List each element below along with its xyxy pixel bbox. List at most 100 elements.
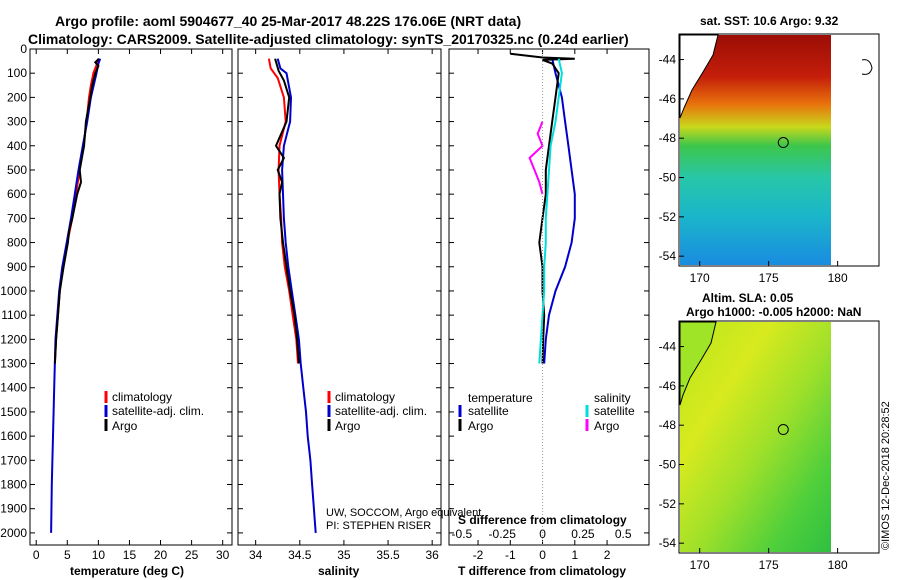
sst-map-title: sat. SST: 10.6 Argo: 9.32 [700, 14, 839, 28]
legend-s-satellite: satellite [594, 404, 635, 418]
legend-s-argo: Argo [594, 419, 620, 433]
x-tick-label: 35.5 [376, 548, 400, 562]
y-tick-label: 100 [7, 66, 27, 80]
map-y-tick-label: -48 [659, 131, 677, 145]
difference-axes-frame [448, 48, 650, 546]
y-tick-label: 400 [7, 139, 27, 153]
legend-argo: Argo [112, 419, 138, 433]
sst-map-panel: sat. SST: 10.6 Argo: 9.32 170 175 180 -44 -4… [659, 14, 880, 285]
salinity-x-label: salinity [318, 564, 360, 578]
legend-t-satellite: satellite [468, 404, 509, 418]
sst-map-axes: 170 175 180 -44 -46 -48 -50 -52 -54 [659, 53, 848, 285]
map-y-tick-label: -54 [659, 249, 677, 263]
legend-argo: Argo [335, 419, 361, 433]
t-difference-x-axis: -2 -1 0 1 2 [473, 49, 611, 562]
argo-position-marker [777, 137, 789, 149]
new-zealand-land [679, 34, 719, 119]
series-argo [274, 58, 300, 364]
y-tick-label: 1600 [0, 429, 27, 443]
legend-satellite: satellite-adj. clim. [335, 404, 427, 418]
difference-series [510, 49, 576, 545]
y-tick-label: 1800 [0, 478, 27, 492]
depth-axis: 0 100 200 300 400 500 600 700 800 900 1000 1100 1200… [0, 42, 649, 540]
temperature-axes-frame [29, 48, 233, 546]
new-zealand-coast [679, 321, 717, 406]
x-tick-label: 36 [425, 548, 439, 562]
series-temperature-satellite [543, 58, 576, 364]
credit-line-1: UW, SOCCOM, Argo equivalent [326, 507, 481, 519]
y-tick-label: 700 [7, 211, 27, 225]
y-tick-label: 1300 [0, 357, 27, 371]
salinity-legend: climatology satellite-adj. clim. Argo [327, 390, 427, 433]
x-tick-label: 20 [154, 548, 168, 562]
temperature-series [50, 57, 102, 533]
x-tick-label: 0 [539, 548, 546, 562]
credit-line-2: PI: STEPHEN RISER [326, 520, 431, 532]
title-line-2: Climatology: CARS2009. Satellite-adjuste… [28, 31, 629, 47]
map-y-tick-label: -46 [659, 379, 677, 393]
map-x-tick-label: 180 [828, 271, 848, 285]
s-tick-label: -0.25 [489, 527, 517, 541]
y-tick-label: 600 [7, 187, 27, 201]
series-satellite-adj-clim- [50, 58, 102, 533]
y-tick-label: 1500 [0, 405, 27, 419]
argo-position-marker [777, 424, 789, 436]
y-tick-label: 1400 [0, 381, 27, 395]
s-tick-label: 0.5 [615, 527, 632, 541]
temperature-x-axis: 0 5 10 15 20 25 30 [33, 49, 230, 562]
y-tick-label: 900 [7, 260, 27, 274]
map-x-tick-label: 180 [828, 558, 848, 572]
x-tick-label: 34 [249, 548, 263, 562]
s-tick-label: 0.25 [571, 527, 595, 541]
map-y-tick-label: -52 [659, 497, 677, 511]
legend-temperature-title: temperature [468, 391, 533, 405]
x-tick-label: -1 [505, 548, 516, 562]
imos-credit: ©IMOS 12-Dec-2018 20:28:52 [880, 401, 892, 550]
salinity-series [267, 58, 317, 533]
map-y-tick-label: -54 [659, 536, 677, 550]
x-tick-label: 30 [216, 548, 230, 562]
s-tick-label: -0.5 [452, 527, 473, 541]
x-tick-label: 1 [571, 548, 578, 562]
salinity-panel: 34 34.5 35 35.5 36 salinity climatology sate… [237, 48, 481, 578]
series-satellite-adj-clim- [276, 58, 317, 533]
x-tick-label: 35 [337, 548, 351, 562]
s-difference-x-label: S difference from climatology [458, 513, 627, 527]
y-tick-label: 800 [7, 236, 27, 250]
y-tick-label: 1000 [0, 284, 27, 298]
salinity-x-axis: 34 34.5 35 35.5 36 [249, 49, 439, 562]
chatham-island-outline [861, 59, 873, 75]
map-y-tick-label: -48 [659, 418, 677, 432]
sst-field [680, 35, 831, 265]
s-difference-x-axis: -0.5 -0.25 0 0.25 0.5 [452, 527, 632, 541]
series-salinity-argo [528, 121, 544, 195]
x-tick-label: 34.5 [288, 548, 312, 562]
x-tick-label: 2 [604, 548, 611, 562]
sla-map-title-1: Altim. SLA: 0.05 [702, 291, 794, 305]
y-tick-label: 300 [7, 115, 27, 129]
x-tick-label: 5 [64, 548, 71, 562]
temperature-x-label: temperature (deg C) [70, 564, 184, 578]
series-argo [53, 57, 100, 364]
temperature-panel: 0100200300400500600700800900100011001200… [0, 42, 649, 578]
map-y-tick-label: -46 [659, 92, 677, 106]
x-tick-label: -2 [473, 548, 484, 562]
sla-map-axes: 170 175 180 -44 -46 -48 -50 -52 -54 [659, 340, 848, 572]
legend-t-argo: Argo [468, 419, 494, 433]
map-y-tick-label: -50 [659, 171, 677, 185]
map-y-tick-label: -44 [659, 53, 677, 67]
map-y-tick-label: -44 [659, 340, 677, 354]
x-tick-label: 15 [123, 548, 137, 562]
difference-panel: -2 -1 0 1 2 -0.5 -0.25 0 0.25 0.5 T difference f… [448, 48, 650, 578]
temperature-legend: climatology satellite-adj. clim. Argo [104, 390, 204, 433]
series-salinity-satellite [538, 58, 563, 364]
y-tick-label: 200 [7, 90, 27, 104]
difference-legend: temperature satellite Argo salinity sate… [458, 391, 635, 433]
y-tick-label: 1900 [0, 502, 27, 516]
title-line-1: Argo profile: aoml 5904677_40 25-Mar-201… [55, 13, 521, 29]
y-tick-label: 1200 [0, 332, 27, 346]
y-tick-label: 1700 [0, 453, 27, 467]
y-tick-label: 1100 [1, 308, 27, 322]
map-x-tick-label: 170 [690, 271, 710, 285]
